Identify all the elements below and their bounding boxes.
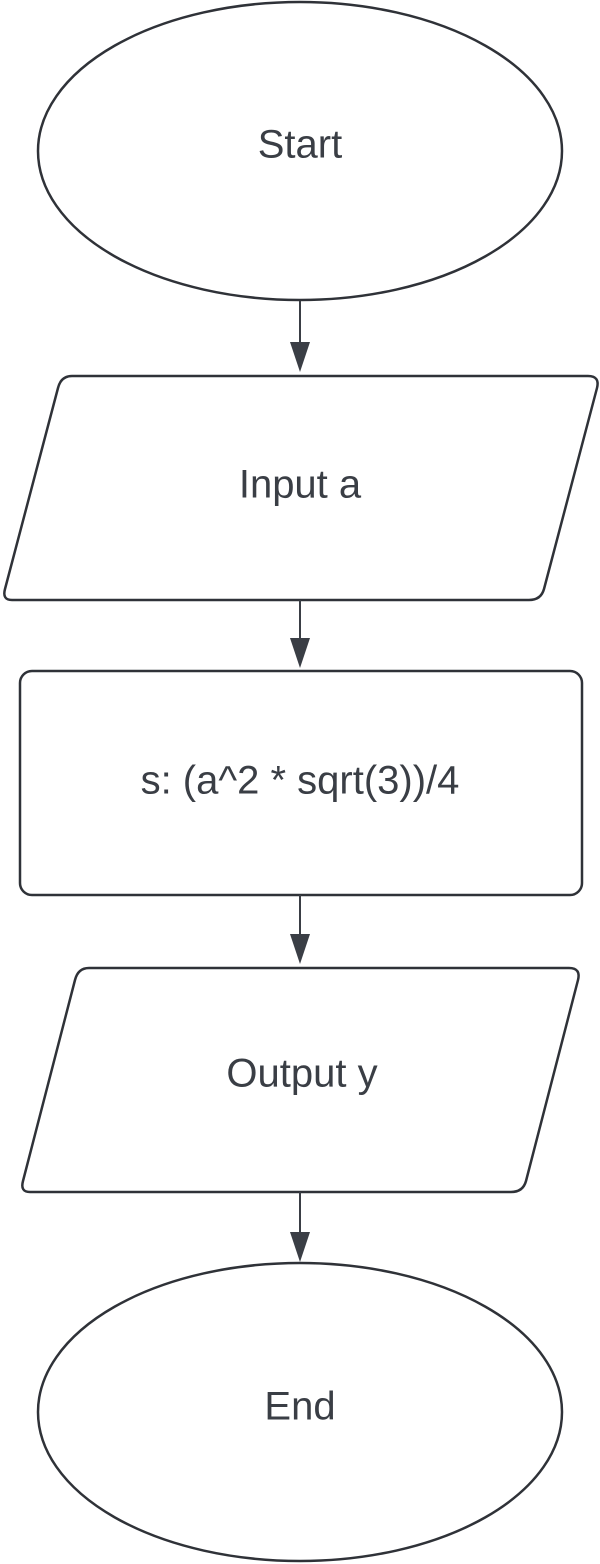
end-node[interactable]: End bbox=[36, 1261, 564, 1563]
process-label: s: (a^2 * sqrt(3))/4 bbox=[141, 759, 460, 803]
edge-output-to-end bbox=[290, 1192, 310, 1262]
output-node[interactable]: Output y bbox=[21, 966, 580, 1194]
arrowhead bbox=[290, 638, 310, 668]
process-node[interactable]: s: (a^2 * sqrt(3))/4 bbox=[18, 669, 584, 897]
start-label: Start bbox=[258, 123, 342, 167]
output-label: Output y bbox=[226, 1052, 377, 1096]
arrowhead bbox=[290, 934, 310, 964]
end-ellipse bbox=[36, 1261, 564, 1563]
input-node[interactable]: Input a bbox=[3, 374, 599, 602]
arrowhead bbox=[290, 342, 310, 372]
arrowhead bbox=[290, 1232, 310, 1262]
input-label: Input a bbox=[239, 463, 362, 507]
start-node[interactable]: Start bbox=[36, 0, 564, 302]
edge-start-to-input bbox=[290, 301, 310, 372]
end-label: End bbox=[264, 1385, 335, 1429]
start-ellipse bbox=[36, 0, 564, 302]
input-parallelogram bbox=[3, 374, 599, 602]
output-parallelogram bbox=[21, 966, 580, 1194]
edge-input-to-process bbox=[290, 600, 310, 668]
edge-process-to-output bbox=[290, 895, 310, 964]
